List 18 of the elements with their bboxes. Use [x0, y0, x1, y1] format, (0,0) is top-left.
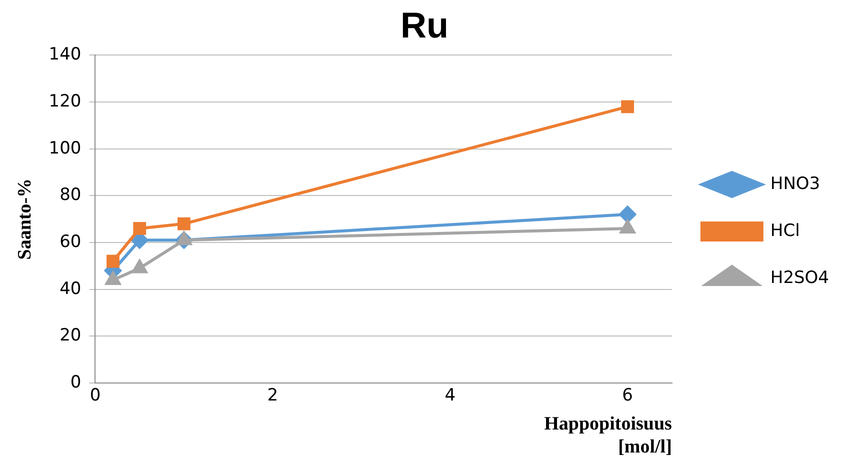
legend-label: H2SO4: [770, 268, 830, 288]
y-axis-title: Saanto-%: [14, 178, 36, 260]
x-tick-label: 4: [444, 386, 456, 406]
x-axis-title: Happopitoisuus [mol/l]: [544, 414, 672, 458]
y-tick-label: 120: [48, 91, 82, 112]
y-tick-label: 20: [60, 326, 82, 346]
legend-label: HCl: [770, 220, 800, 241]
x-tick-label: 2: [267, 386, 278, 406]
x-tick-label: 0: [90, 386, 101, 406]
y-tick-label: 140: [48, 44, 82, 65]
y-tick-label: 80: [60, 185, 82, 206]
x-tick-label: 6: [622, 386, 633, 406]
y-tick-label: 0: [70, 372, 82, 392]
y-tick-label: 100: [48, 138, 82, 158]
y-tick-label: 60: [60, 232, 82, 252]
chart-title: Ru: [400, 4, 448, 46]
y-tick-label: 40: [60, 278, 82, 299]
legend-label: HNO3: [770, 174, 820, 194]
